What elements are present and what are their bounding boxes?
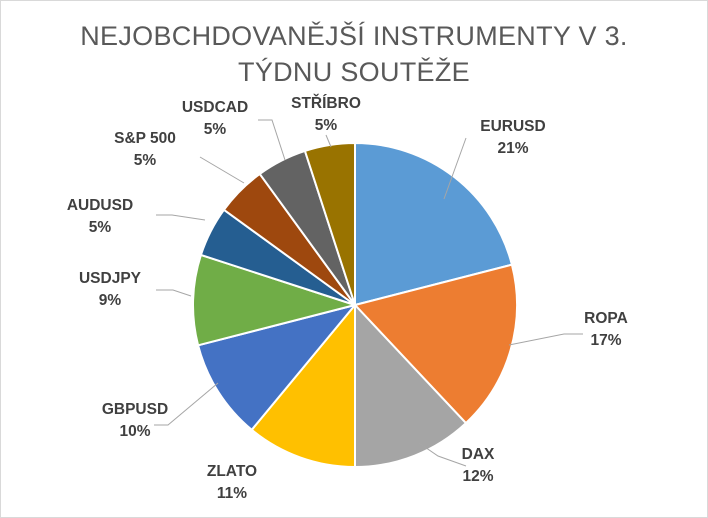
chart-title-line-1: NEJOBCHDOVANĚJŠÍ INSTRUMENTY V 3. — [80, 21, 628, 51]
pie-slice-dax — [354, 302, 468, 469]
leader-line — [258, 119, 286, 161]
leader-line — [325, 134, 332, 148]
leader-line — [154, 382, 219, 426]
pie-slice-ropa — [353, 263, 518, 425]
leader-line — [156, 289, 192, 297]
data-label: GBPUSD 10% — [102, 401, 168, 440]
data-label: ZLATO 11% — [207, 463, 257, 502]
leader-line — [443, 137, 467, 200]
leader-line — [156, 214, 206, 221]
pie-slice-zlato — [250, 302, 356, 469]
leader-line — [508, 333, 583, 346]
leader-line — [418, 442, 467, 467]
data-label: DAX 12% — [462, 446, 495, 485]
data-label: USDCAD 5% — [182, 99, 248, 138]
chart-title: NEJOBCHDOVANĚJŠÍ INSTRUMENTY V 3. TÝDNU … — [0, 18, 708, 90]
data-label: USDJPY 9% — [79, 270, 142, 309]
data-label: S&P 500 5% — [114, 130, 176, 169]
pie-slice-usdjpy — [192, 253, 359, 347]
pie-slice-eurusd — [354, 141, 514, 307]
chart-title-line-2: TÝDNU SOUTĚŽE — [238, 57, 470, 87]
data-label: ROPA 17% — [584, 310, 628, 349]
data-label: EURUSD 21% — [480, 118, 545, 157]
leader-line — [199, 156, 245, 184]
data-label: AUDUSD 5% — [67, 197, 133, 236]
data-label: STŘÍBRO 5% — [291, 94, 361, 134]
